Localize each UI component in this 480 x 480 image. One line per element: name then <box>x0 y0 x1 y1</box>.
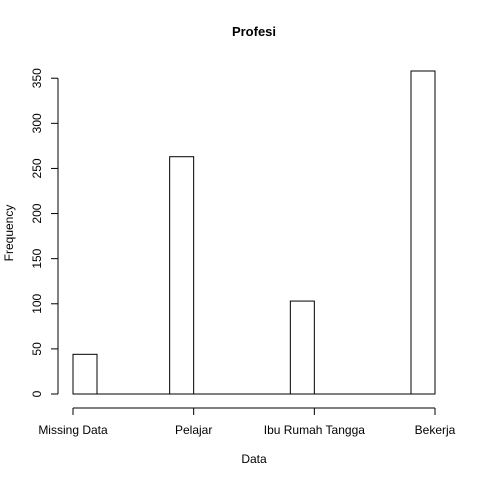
y-axis: 0 50 100 150 200 250 300 350 <box>30 68 59 397</box>
bar-1 <box>169 156 195 395</box>
y-tick-label: 350 <box>30 68 44 88</box>
chart-title: Profesi <box>232 24 276 39</box>
x-tick-label: Missing Data <box>38 423 108 437</box>
x-tick-label: Pelajar <box>175 423 212 437</box>
y-axis-label: Frequency <box>2 205 16 262</box>
y-tick-label: 0 <box>30 390 44 397</box>
x-axis-label: Data <box>241 452 267 466</box>
y-tick-label: 300 <box>30 113 44 133</box>
y-tick-label: 100 <box>30 293 44 313</box>
bar-2 <box>289 300 315 395</box>
bars-group <box>72 70 436 395</box>
x-tick-label: Ibu Rumah Tangga <box>264 423 366 437</box>
bar-3 <box>410 70 436 395</box>
bar-0 <box>72 353 98 395</box>
y-tick-label: 150 <box>30 248 44 268</box>
y-tick-label: 50 <box>30 342 44 356</box>
x-tick-label: Bekerja <box>415 423 456 437</box>
y-tick-label: 250 <box>30 158 44 178</box>
y-tick-label: 200 <box>30 203 44 223</box>
x-axis: Missing Data Pelajar Ibu Rumah Tangga Beker… <box>38 407 456 437</box>
